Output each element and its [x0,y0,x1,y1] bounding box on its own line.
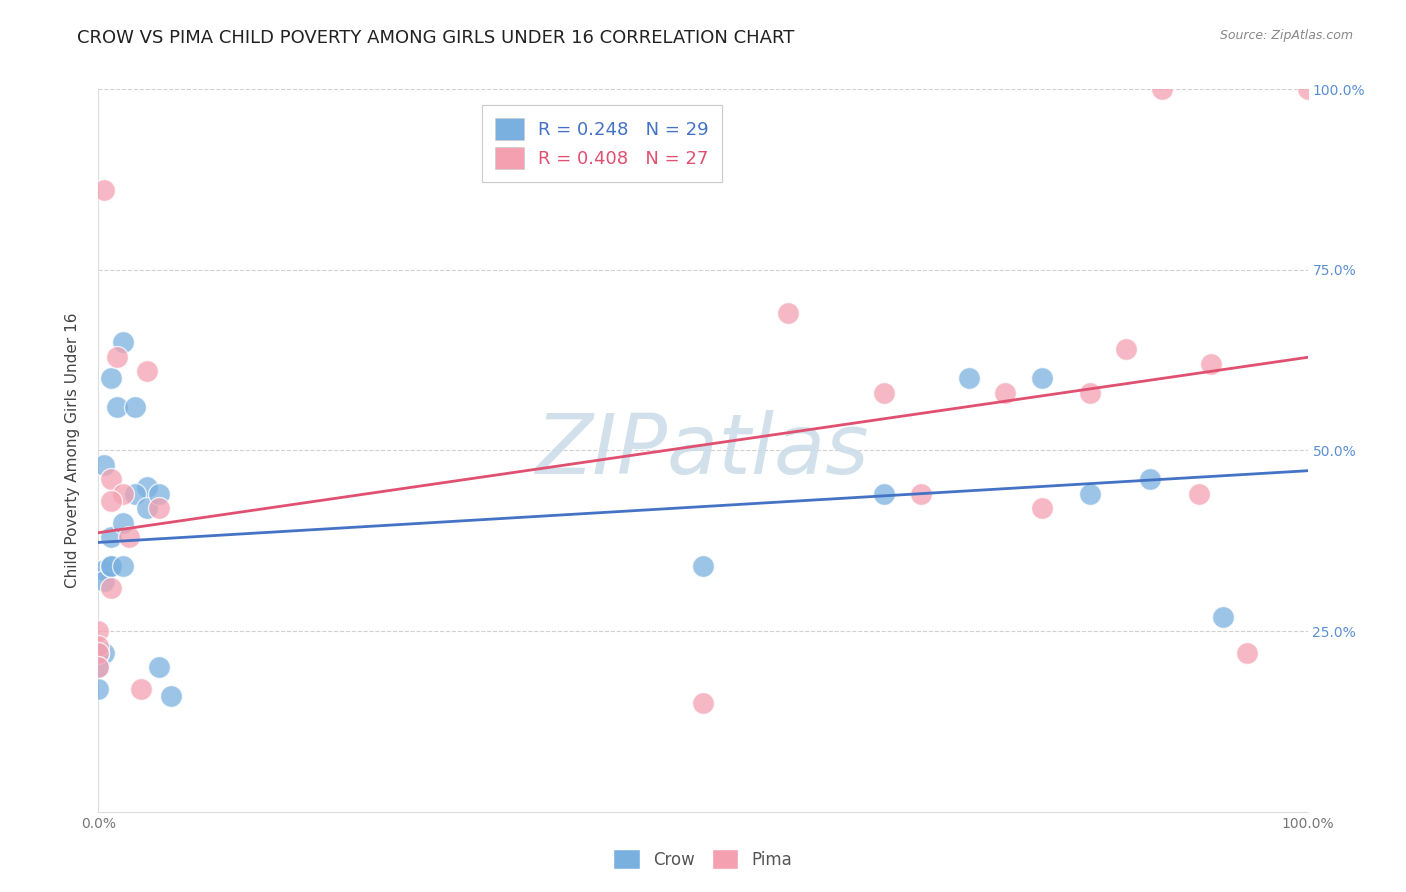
Point [87,646,110,660]
Point [1212,609,1234,624]
Point [1031,501,1053,516]
Point [1152,82,1174,96]
Point [1078,385,1101,400]
Point [873,385,896,400]
Point [1031,371,1053,385]
Point [1078,487,1101,501]
Point [1188,487,1211,501]
Legend: Crow, Pima: Crow, Pima [603,838,803,880]
Point [93,183,115,197]
Point [910,487,932,501]
Point [1236,646,1258,660]
Point [111,487,134,501]
Point [105,350,128,364]
Point [692,696,714,710]
Point [1296,82,1319,96]
Point [100,494,122,508]
Point [692,559,714,574]
Point [124,487,146,501]
Point [111,334,134,349]
Point [1115,343,1137,357]
Point [111,516,134,530]
Point [100,371,122,385]
Point [100,472,122,486]
Point [776,306,799,320]
Point [1139,472,1161,486]
Point [100,559,122,574]
Point [957,371,980,385]
Point [87,646,110,660]
Legend: R = 0.248   N = 29, R = 0.408   N = 27: R = 0.248 N = 29, R = 0.408 N = 27 [482,105,721,182]
Point [87,639,110,653]
Point [100,581,122,595]
Point [124,400,146,414]
Point [129,681,152,696]
Point [87,681,110,696]
Point [100,559,122,574]
Point [1199,357,1222,371]
Point [135,501,157,516]
Point [118,530,141,544]
Point [87,660,110,674]
Point [148,501,170,516]
Point [93,458,115,472]
Point [873,487,896,501]
Text: ZIPatlas: ZIPatlas [536,410,870,491]
Point [105,400,128,414]
Point [87,660,110,674]
Text: CROW VS PIMA CHILD POVERTY AMONG GIRLS UNDER 16 CORRELATION CHART: CROW VS PIMA CHILD POVERTY AMONG GIRLS U… [77,29,794,46]
Point [93,646,115,660]
Point [111,559,134,574]
Text: Source: ZipAtlas.com: Source: ZipAtlas.com [1219,29,1353,42]
Point [93,574,115,588]
Point [135,364,157,378]
Point [994,385,1017,400]
Point [148,660,170,674]
Point [87,624,110,639]
Point [100,530,122,544]
Point [148,487,170,501]
Y-axis label: Child Poverty Among Girls Under 16: Child Poverty Among Girls Under 16 [65,313,80,588]
Point [135,480,157,494]
Point [160,689,183,703]
Point [93,563,115,577]
